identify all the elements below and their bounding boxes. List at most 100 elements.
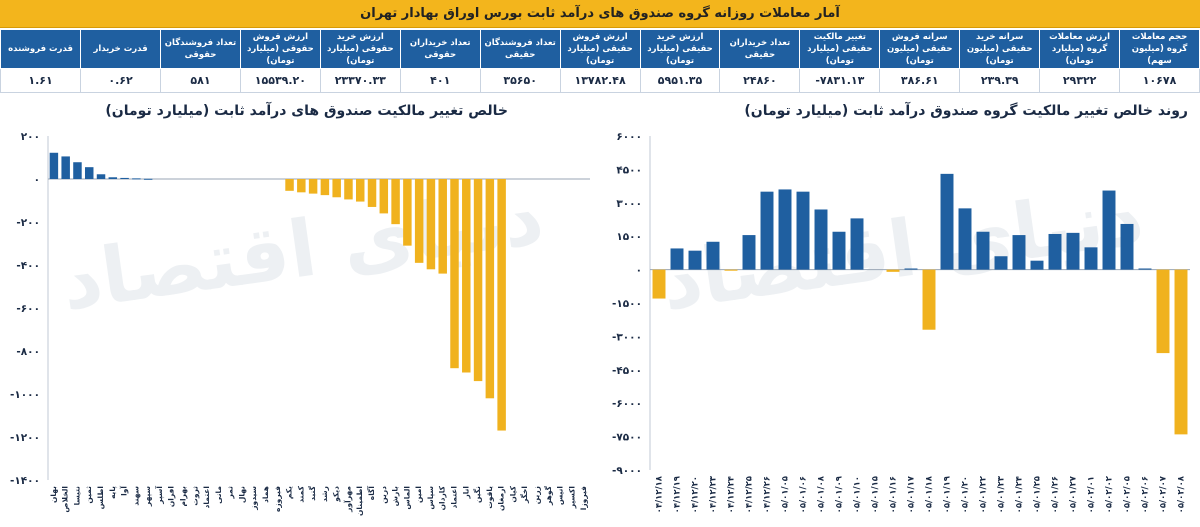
bar <box>132 178 141 180</box>
x-tick-label: کاردان <box>438 485 447 510</box>
stats-value-cell: ۱.۶۱ <box>0 68 82 93</box>
stats-value-cell: ۲۴۸۶۰ <box>719 68 801 93</box>
y-tick-label: -۴۵۰۰ <box>612 365 642 377</box>
x-tick-label: افران <box>167 486 176 507</box>
stats-value-cell: ۲۳۳۷۰.۳۳ <box>319 68 401 93</box>
x-tick-label: کمند <box>296 485 305 502</box>
x-tick-label: بارش <box>391 486 400 506</box>
y-tick-label: -۱۰۰۰ <box>10 389 40 401</box>
stats-value-cell: ۱۳۷۸۲.۴۸ <box>559 68 641 93</box>
x-tick-label: یکم <box>285 486 294 499</box>
x-tick-label: ۰۵/۰۱/۰۹ <box>835 475 845 513</box>
y-tick-label: -۱۵۰۰ <box>612 298 642 310</box>
bar <box>1174 269 1188 435</box>
bar <box>742 235 756 270</box>
bar <box>367 179 377 207</box>
x-tick-label: ۰۵/۰۱/۲۰ <box>961 476 971 513</box>
bar <box>688 250 702 270</box>
bar <box>84 167 94 179</box>
x-tick-label: گوهر <box>544 485 553 506</box>
x-tick-label: ۰۴/۱۲/۲۳ <box>709 475 719 513</box>
x-tick-label: پایه <box>108 486 117 499</box>
bar <box>814 209 828 270</box>
x-tick-label: زرین <box>532 486 541 504</box>
x-tick-label: ۰۵/۰۱/۱۵ <box>871 476 881 513</box>
x-tick-label: ۰۵/۰۲/۰۸ <box>1177 475 1187 513</box>
x-tick-label: ۰۵/۰۱/۲۶ <box>1051 476 1061 513</box>
stats-value-cell: ۲۳۹.۳۹ <box>959 68 1041 93</box>
stats-table: حجم معاملات گروه (میلیون سهم) ارزش معاملا… <box>0 29 1200 93</box>
bar <box>414 179 424 263</box>
bar <box>391 179 400 225</box>
bar <box>61 156 70 179</box>
bar <box>940 173 954 270</box>
y-tick-label: -۳۰۰۰ <box>612 331 642 343</box>
x-tick-label: ۰۵/۰۱/۲۷ <box>1069 475 1079 513</box>
x-tick-label: نگین <box>473 486 482 503</box>
bar <box>108 177 118 179</box>
bar <box>49 152 59 179</box>
banner-title: آمار معاملات روزانه گروه صندوق های درآمد… <box>0 0 1200 28</box>
x-tick-label: اعتماد <box>202 486 211 508</box>
x-tick-label: سهند <box>131 486 140 506</box>
stats-header-cell: ارزش فروش حقوقی (میلیارد تومان) <box>239 29 321 69</box>
x-tick-label: اطلس <box>96 486 105 509</box>
x-tick-label: ۰۵/۰۱/۲۲ <box>979 475 989 513</box>
x-tick-label: سیدوز <box>249 486 258 511</box>
bar <box>994 256 1008 270</box>
x-tick-label: یاقوت <box>485 486 494 509</box>
stats-header-cell: ارزش خرید حقیقی (میلیارد تومان) <box>639 29 721 69</box>
y-tick-label: -۱۴۰۰ <box>10 475 40 487</box>
x-tick-label: اخگر <box>520 486 529 504</box>
x-tick-label: ۰۵/۰۲/۰۱ <box>1087 476 1097 513</box>
stats-value-cell: ۱۰۶۷۸ <box>1119 68 1200 93</box>
x-tick-label: ۰۴/۱۲/۲۰ <box>691 476 701 513</box>
stats-value-cell: ۳۸۶.۶۱ <box>879 68 961 93</box>
x-tick-label: مانی <box>214 486 223 504</box>
stats-value-cell: ۵۹۵۱.۳۵ <box>639 68 721 93</box>
y-tick-label: -۴۰۰ <box>16 260 40 272</box>
right-chart-title: روند خالص تغییر مالکیت گروه صندوق درآمد … <box>744 103 1188 119</box>
x-tick-label: درین <box>379 486 388 504</box>
stats-header-cell: سرانه فروش حقیقی (میلیون تومان) <box>879 29 961 69</box>
x-tick-label: ۰۴/۱۲/۲۵ <box>745 476 755 513</box>
x-tick-label: هماد <box>261 486 270 503</box>
stats-header-cell: تعداد فروشندگان حقوقی <box>160 29 241 69</box>
stats-value-cell: ۰.۶۲ <box>80 68 162 93</box>
y-tick-label: ۲۰۰ <box>21 131 40 143</box>
x-tick-label: ۰۵/۰۱/۲۳ <box>997 475 1007 513</box>
x-tick-label: سپهر <box>143 486 152 507</box>
stats-value-cell: ۴۰۱ <box>399 68 481 93</box>
x-tick-label: ۰۵/۰۱/۱۸ <box>925 475 935 513</box>
x-tick-label: آگاه <box>366 486 376 501</box>
bar <box>462 179 471 373</box>
bar <box>1084 247 1098 270</box>
bar <box>850 218 864 270</box>
bar <box>922 269 936 330</box>
bar <box>297 179 306 193</box>
bar <box>403 179 412 246</box>
y-tick-label: -۹۰۰۰ <box>612 465 642 477</box>
stats-header-cell: تعداد خریداران حقوقی <box>399 29 481 69</box>
stats-value-cell: ۱۵۵۳۹.۲۰ <box>239 68 321 93</box>
x-tick-label: فیروزه <box>273 486 282 512</box>
x-tick-label: ۰۵/۰۱/۲۵ <box>1033 476 1043 513</box>
x-tick-label: ۰۴/۱۲/۱۹ <box>673 475 683 513</box>
stats-header-cell: ارزش فروش حقیقی (میلیارد تومان) <box>559 29 641 69</box>
y-tick-label: -۲۰۰ <box>16 217 40 229</box>
bar <box>958 208 972 270</box>
y-tick-label: -۶۰۰ <box>16 303 40 315</box>
bar <box>760 191 774 270</box>
x-tick-label: اعتماد <box>450 486 459 508</box>
bar <box>670 248 684 270</box>
bar <box>652 269 666 299</box>
bar <box>320 179 330 196</box>
x-tick-label: نتیسا <box>72 486 81 506</box>
x-tick-label: انیس <box>556 486 565 505</box>
stats-header-row: حجم معاملات گروه (میلیون سهم) ارزش معاملا… <box>0 29 1200 69</box>
bar <box>438 179 447 274</box>
x-tick-label: ثمین <box>84 486 93 504</box>
bar <box>1048 233 1062 270</box>
y-tick-label: ۰ <box>636 265 642 277</box>
bar <box>1156 269 1170 354</box>
